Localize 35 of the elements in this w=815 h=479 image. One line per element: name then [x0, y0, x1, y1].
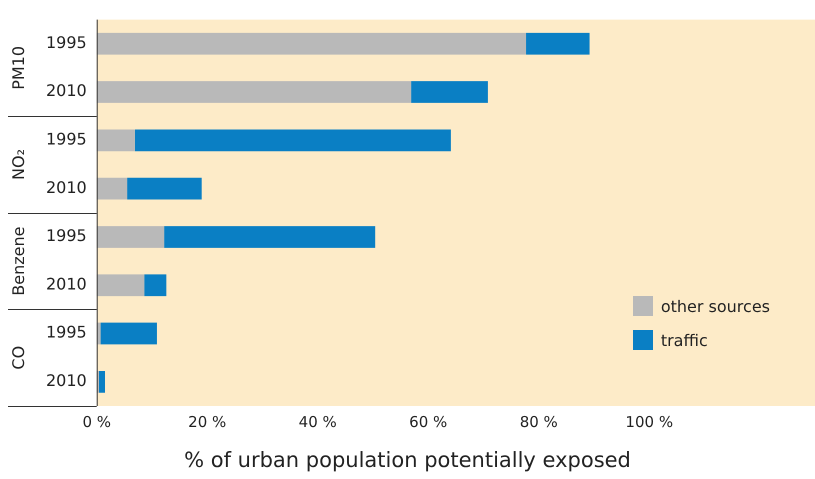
bar	[164, 226, 376, 248]
bar	[526, 32, 590, 55]
text: CO	[9, 346, 28, 370]
bar	[134, 129, 451, 152]
bar	[127, 178, 202, 200]
x-tick-label: 40 %	[298, 412, 337, 431]
x-tick-label: 20 %	[188, 412, 226, 431]
x-axis-title: % of urban population potentially exposed	[183, 448, 632, 472]
y-tick-label: 1995	[46, 130, 87, 149]
legend-label: other sources	[660, 296, 770, 316]
bar	[96, 226, 164, 248]
x-tick-label: 100 %	[625, 412, 674, 431]
bar	[98, 370, 106, 393]
text: PM10	[9, 46, 28, 90]
y-tick-label: 2010	[46, 178, 87, 197]
y-tick-label: 1995	[46, 322, 87, 342]
bar	[96, 129, 135, 152]
x-tick-label: 0 %	[82, 412, 112, 431]
y-tick-label: 2010	[46, 274, 87, 294]
bar	[96, 32, 526, 55]
bar	[96, 81, 412, 103]
bar	[96, 274, 144, 296]
text: Benzene	[9, 226, 28, 296]
y-tick-label: 1995	[46, 32, 87, 52]
y-tick-label: 1995	[46, 226, 87, 246]
bar	[411, 81, 488, 103]
legend-label: traffic	[660, 330, 708, 350]
bar	[144, 274, 166, 296]
x-tick-label: 60 %	[409, 412, 448, 431]
y-tick-label: 2010	[46, 371, 87, 390]
bar	[96, 178, 128, 200]
x-tick-label: 80 %	[520, 412, 558, 431]
bar	[100, 322, 157, 344]
text: NO₂	[9, 149, 28, 180]
y-tick-label: 2010	[46, 81, 87, 100]
